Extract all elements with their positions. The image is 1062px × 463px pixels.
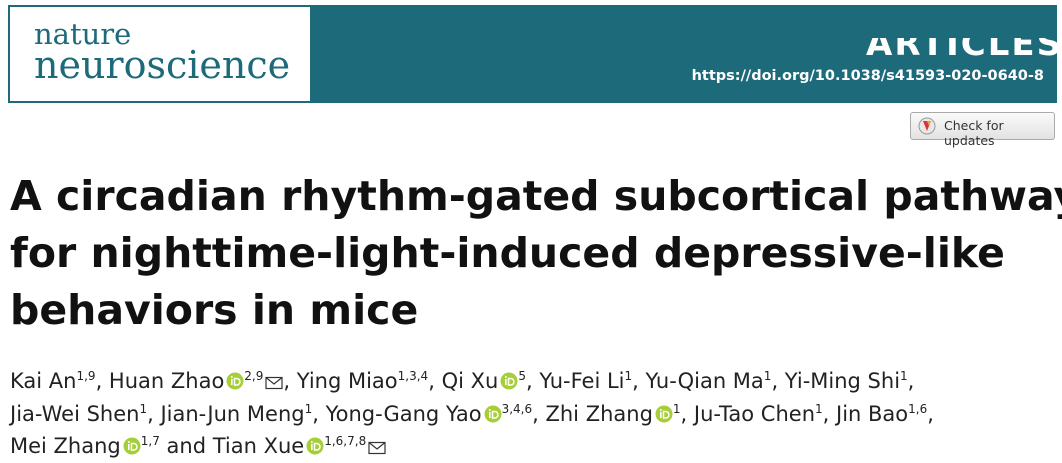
author-name: Jin Bao [836,401,909,426]
author: Kai An1,9 [10,369,96,393]
orcid-icon[interactable] [226,372,244,390]
separator: , [147,401,161,426]
author: Qi Xu 5 [442,369,526,393]
author: Ying Miao1,3,4 [297,369,428,393]
separator: , [95,369,109,393]
affiliation: 1,6 [908,401,928,416]
author-name: Tian Xue [212,434,305,458]
email-icon [265,376,283,390]
separator: , [428,369,442,393]
author: Huan Zhao 2,9 [109,369,283,393]
separator: , [532,401,546,426]
affiliation: 1 [624,369,633,383]
title-line: for nighttime-light-induced depressive-l… [10,229,1005,277]
separator: , [771,369,785,393]
journal-logo[interactable]: nature neuroscience [10,7,310,101]
conjunction: and [159,434,213,458]
author: Ju-Tao Chen1 [694,402,823,426]
affiliation: 1 [139,401,148,416]
separator: , [927,401,934,426]
journal-name: neuroscience [34,43,291,87]
author: Yu-Qian Ma1 [646,369,772,393]
orcid-icon[interactable] [500,372,518,390]
author-name: Yi-Ming Shi [784,369,901,393]
journal-name: nature [34,17,132,51]
author-name: Huan Zhao [108,369,225,393]
check-icon [918,117,936,135]
author: Tian Xue 1,6,7,8 [213,434,386,458]
orcid-icon[interactable] [655,405,673,423]
author-name: Ju-Tao Chen [693,401,816,426]
author-name: Jian-Jun Meng [160,401,305,426]
affiliation: 1 [763,369,772,383]
separator: , [632,369,646,393]
article-title: A circadian rhythm-gated subcortical pat… [10,168,1062,339]
orcid-icon[interactable] [123,437,141,455]
affiliation: 5 [518,369,526,383]
affiliation: 1 [815,401,823,416]
check-updates-button[interactable]: Check for updates [910,112,1055,148]
author-name: Jia-Wei Shen [10,401,140,426]
author-name: Yong-Gang Yao [325,401,482,426]
author: Jia-Wei Shen1 [10,402,147,426]
check-updates-label: Check for updates [944,118,1004,148]
separator: , [525,369,540,393]
doi-link[interactable]: https://doi.org/10.1038/s41593-020-0640-… [691,68,1044,84]
author-name: Mei Zhang [10,434,121,458]
author: Yi-Ming Shi1 [785,369,908,393]
affiliation: 1,3,4 [397,369,429,383]
orcid-icon[interactable] [306,437,324,455]
author-name: Kai An [10,369,77,393]
author: Yong-Gang Yao 3,4,6 [326,402,533,426]
separator: , [283,369,297,393]
affiliation: 1,9 [76,369,96,383]
title-line: A circadian rhythm-gated subcortical pat… [10,172,1062,220]
author-list: Kai An1,9, Huan Zhao 2,9, Ying Miao1,3,4,… [10,365,934,463]
separator: , [907,369,915,393]
affiliation: 1 [304,401,313,416]
author: Jian-Jun Meng1 [160,402,312,426]
section-label-clip: ARTICLES [860,38,1057,58]
title-line: behaviors in mice [10,286,419,334]
author: Zhi Zhang 1 [545,402,680,426]
author-name: Qi Xu [441,369,499,393]
author: Yu-Fei Li1 [539,369,632,393]
affiliation: 1 [900,369,908,383]
orcid-icon[interactable] [484,405,502,423]
section-label: ARTICLES [866,38,1057,58]
affiliation: 2,9 [244,369,264,383]
separator: , [680,401,694,426]
author-name: Yu-Qian Ma [645,369,764,393]
affiliation: 1,7 [140,434,160,448]
author: Mei Zhang 1,7 [10,434,160,458]
separator: , [822,401,837,426]
author-name: Ying Miao [296,369,398,393]
email-icon [368,441,386,455]
separator: , [312,401,326,426]
author-line: Mei Zhang 1,7 and Tian Xue 1,6,7,8 [10,430,934,463]
affiliation: 3,4,6 [501,401,533,416]
author-line: Jia-Wei Shen1, Jian-Jun Meng1, Yong-Gang… [10,398,934,431]
author: Jin Bao1,6 [836,402,927,426]
author-name: Yu-Fei Li [539,369,625,393]
affiliation: 1 [672,401,681,416]
author-line: Kai An1,9, Huan Zhao 2,9, Ying Miao1,3,4,… [10,365,934,398]
affiliation: 1,6,7,8 [324,434,367,448]
author-name: Zhi Zhang [545,401,653,426]
